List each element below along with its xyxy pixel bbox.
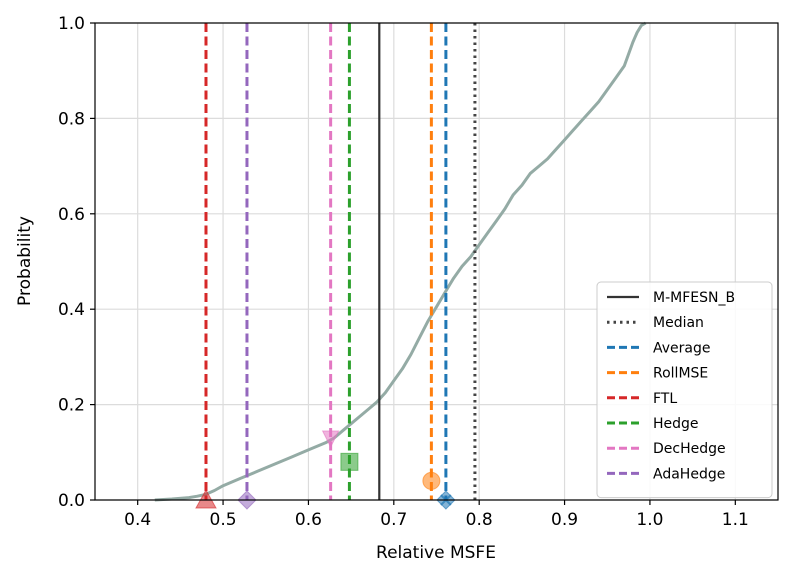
cdf-curve <box>154 21 647 502</box>
legend-box <box>596 281 773 499</box>
x-tick-label: 0.9 <box>551 510 578 530</box>
plot-frame <box>94 22 779 501</box>
vertical-lines <box>204 23 477 500</box>
marker-dechedge <box>321 430 340 449</box>
y-axis-ticks: 0.0 0.2 0.4 0.6 0.8 1.0 <box>58 14 95 511</box>
x-tick-label: 1.1 <box>722 510 749 530</box>
y-tick-label: 0.2 <box>58 396 85 416</box>
y-tick-label: 0.4 <box>58 300 85 320</box>
x-tick-label: 0.4 <box>124 510 151 530</box>
y-tick-label: 0.0 <box>58 491 85 511</box>
marker-hedge <box>340 452 359 471</box>
legend-label-average: Average <box>653 340 711 356</box>
legend-label-ftl: FTL <box>653 391 677 407</box>
x-tick-label: 0.7 <box>380 510 407 530</box>
x-tick-label: 0.5 <box>210 510 237 530</box>
y-tick-label: 1.0 <box>58 14 85 34</box>
x-tick-label: 0.8 <box>466 510 493 530</box>
y-tick-label: 0.6 <box>58 205 85 225</box>
x-tick-label: 0.6 <box>295 510 322 530</box>
legend-label-median: Median <box>653 315 704 331</box>
y-tick-label: 0.8 <box>58 109 85 129</box>
marker-rollmse <box>422 471 441 490</box>
cdf-curve-group <box>154 21 647 502</box>
y-axis-label: Probability <box>15 216 35 306</box>
legend: M-MFESN_B Median Average RollMSE FTL Hedge Dec… <box>596 281 773 499</box>
marker-ftl <box>195 488 217 509</box>
legend-label-adahedge: AdaHedge <box>653 466 725 482</box>
legend-label-m-mfesn-b: M-MFESN_B <box>653 290 735 306</box>
x-tick-label: 1.0 <box>636 510 663 530</box>
x-axis-label: Relative MSFE <box>376 543 496 563</box>
x-axis-ticks: 0.4 0.5 0.6 0.7 0.8 0.9 1.0 1.1 <box>124 500 749 530</box>
legend-label-rollmse: RollMSE <box>653 366 708 382</box>
legend-label-hedge: Hedge <box>653 416 699 432</box>
legend-label-dechedge: DecHedge <box>653 441 726 457</box>
